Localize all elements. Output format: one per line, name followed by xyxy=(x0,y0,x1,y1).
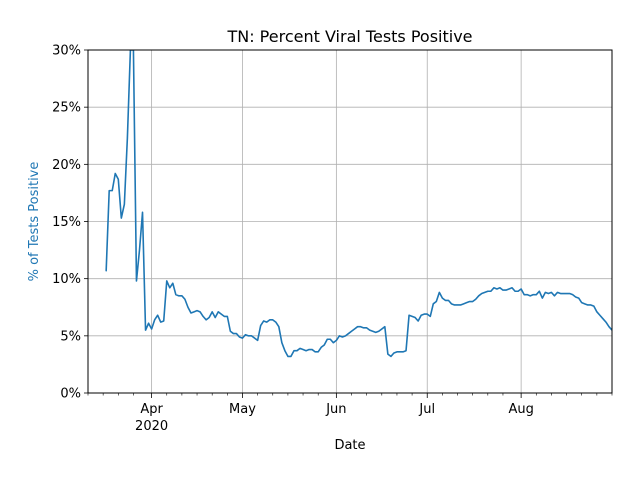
x-tick-label: Apr xyxy=(140,402,163,417)
y-tick-label: 30% xyxy=(52,44,81,59)
chart-title: TN: Percent Viral Tests Positive xyxy=(226,27,472,46)
y-tick-label: 20% xyxy=(52,158,81,173)
y-tick-label: 5% xyxy=(60,329,81,344)
series-layer xyxy=(105,50,612,358)
x-tick-label: May xyxy=(229,402,256,417)
y-axis-ticks: 0% 5% 10% 15% 20% 25% 30% xyxy=(52,44,88,402)
x-tick-label: Aug xyxy=(508,402,533,417)
x-tick-label: Jul xyxy=(418,402,435,417)
y-tick-label: 15% xyxy=(52,215,81,230)
x-axis-ticks: Apr 2020 May Jun Jul Aug xyxy=(87,393,613,434)
x-tick-label: Jun xyxy=(325,402,346,417)
series-line xyxy=(105,50,612,358)
y-tick-label: 10% xyxy=(52,272,81,287)
y-tick-label: 25% xyxy=(52,101,81,116)
x-axis-label: Date xyxy=(334,438,365,453)
x-tick-year-label: 2020 xyxy=(135,419,168,434)
y-tick-label: 0% xyxy=(60,387,81,402)
y-axis-label: % of Tests Positive xyxy=(27,162,42,282)
